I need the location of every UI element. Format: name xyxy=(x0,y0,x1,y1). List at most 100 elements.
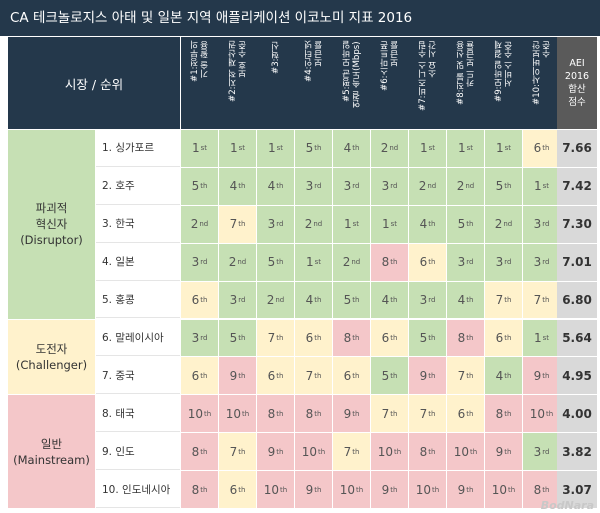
group-label: 파괴적 혁신자 (Disruptor) xyxy=(8,130,95,319)
column-header-label: #7:비즈니스 수립 소요 시간 xyxy=(418,41,438,111)
rank-number: 9 xyxy=(495,444,504,459)
rank-number: 9 xyxy=(305,482,314,497)
rank-number: 8 xyxy=(419,444,428,459)
rank-number: 1 xyxy=(191,141,200,156)
rank-number: 1 xyxy=(229,141,238,156)
rank-number: 4 xyxy=(305,293,314,308)
group-label: 도전자 (Challenger) xyxy=(8,319,95,395)
rank-number: 8 xyxy=(191,444,200,459)
rank-number: 6 xyxy=(495,330,504,345)
rank-number: 5 xyxy=(419,330,428,345)
rank-number: 6 xyxy=(191,293,200,308)
row-label: 8. 태국 xyxy=(96,395,180,433)
aei-score: 6.80 xyxy=(557,281,597,319)
rank-number: 4 xyxy=(229,179,238,194)
row-label: 9. 인도 xyxy=(96,433,180,471)
rank-number: 2 xyxy=(418,179,427,194)
column-header-10: #10:사이버보안 수준 xyxy=(523,37,561,129)
rank-number: 5 xyxy=(229,330,238,345)
rank-number: 8 xyxy=(343,330,352,345)
rank-number: 7 xyxy=(229,217,238,232)
rank-number: 2 xyxy=(266,293,275,308)
row-label: 3. 한국 xyxy=(96,206,180,243)
column-header-7: #7:비즈니스 수립 소요 시간 xyxy=(409,37,447,129)
rank-number: 6 xyxy=(533,141,542,156)
aei-score: 3.07 xyxy=(557,471,597,508)
rank-number: 10 xyxy=(415,482,432,497)
rank-number: 8 xyxy=(305,406,314,421)
rank-number: 4 xyxy=(457,293,466,308)
rank-number: 4 xyxy=(419,217,428,232)
rank-number: 3 xyxy=(381,179,390,194)
column-header-label: #6:스마트폰 보급률 xyxy=(380,41,400,91)
rank-number: 3 xyxy=(495,255,504,270)
group-label: 일반 (Mainstream) xyxy=(8,395,95,508)
rank-number: 1 xyxy=(267,141,276,156)
row-label: 2. 호주 xyxy=(96,168,180,205)
rank-number: 7 xyxy=(229,444,238,459)
row-header-label: 시장 / 순위 xyxy=(8,37,180,129)
rank-number: 7 xyxy=(419,406,428,421)
column-header-9: #9:모바일 결제 서비스 수준 xyxy=(485,37,523,129)
rank-number: 10 xyxy=(453,444,470,459)
rank-number: 9 xyxy=(267,444,276,459)
column-header-label: #10:사이버보안 수준 xyxy=(532,41,552,106)
rank-number: 10 xyxy=(187,406,204,421)
rank-number: 3 xyxy=(533,255,542,270)
column-header-label: #3:혁신 xyxy=(271,41,281,74)
rank-number: 1 xyxy=(305,255,314,270)
rank-number: 8 xyxy=(191,482,200,497)
rank-number: 8 xyxy=(533,482,542,497)
rank-number: 7 xyxy=(533,293,542,308)
column-header-1: #1:정부의 기술 활용 xyxy=(181,37,219,129)
column-header-label: #1:정부의 기술 활용 xyxy=(190,41,210,83)
row-label: 5. 홍콩 xyxy=(96,282,180,319)
rank-number: 4 xyxy=(495,368,504,383)
rank-number: 1 xyxy=(457,141,466,156)
rank-number: 10 xyxy=(301,444,318,459)
column-header-label: #9:모바일 결제 서비스 수준 xyxy=(494,41,514,103)
